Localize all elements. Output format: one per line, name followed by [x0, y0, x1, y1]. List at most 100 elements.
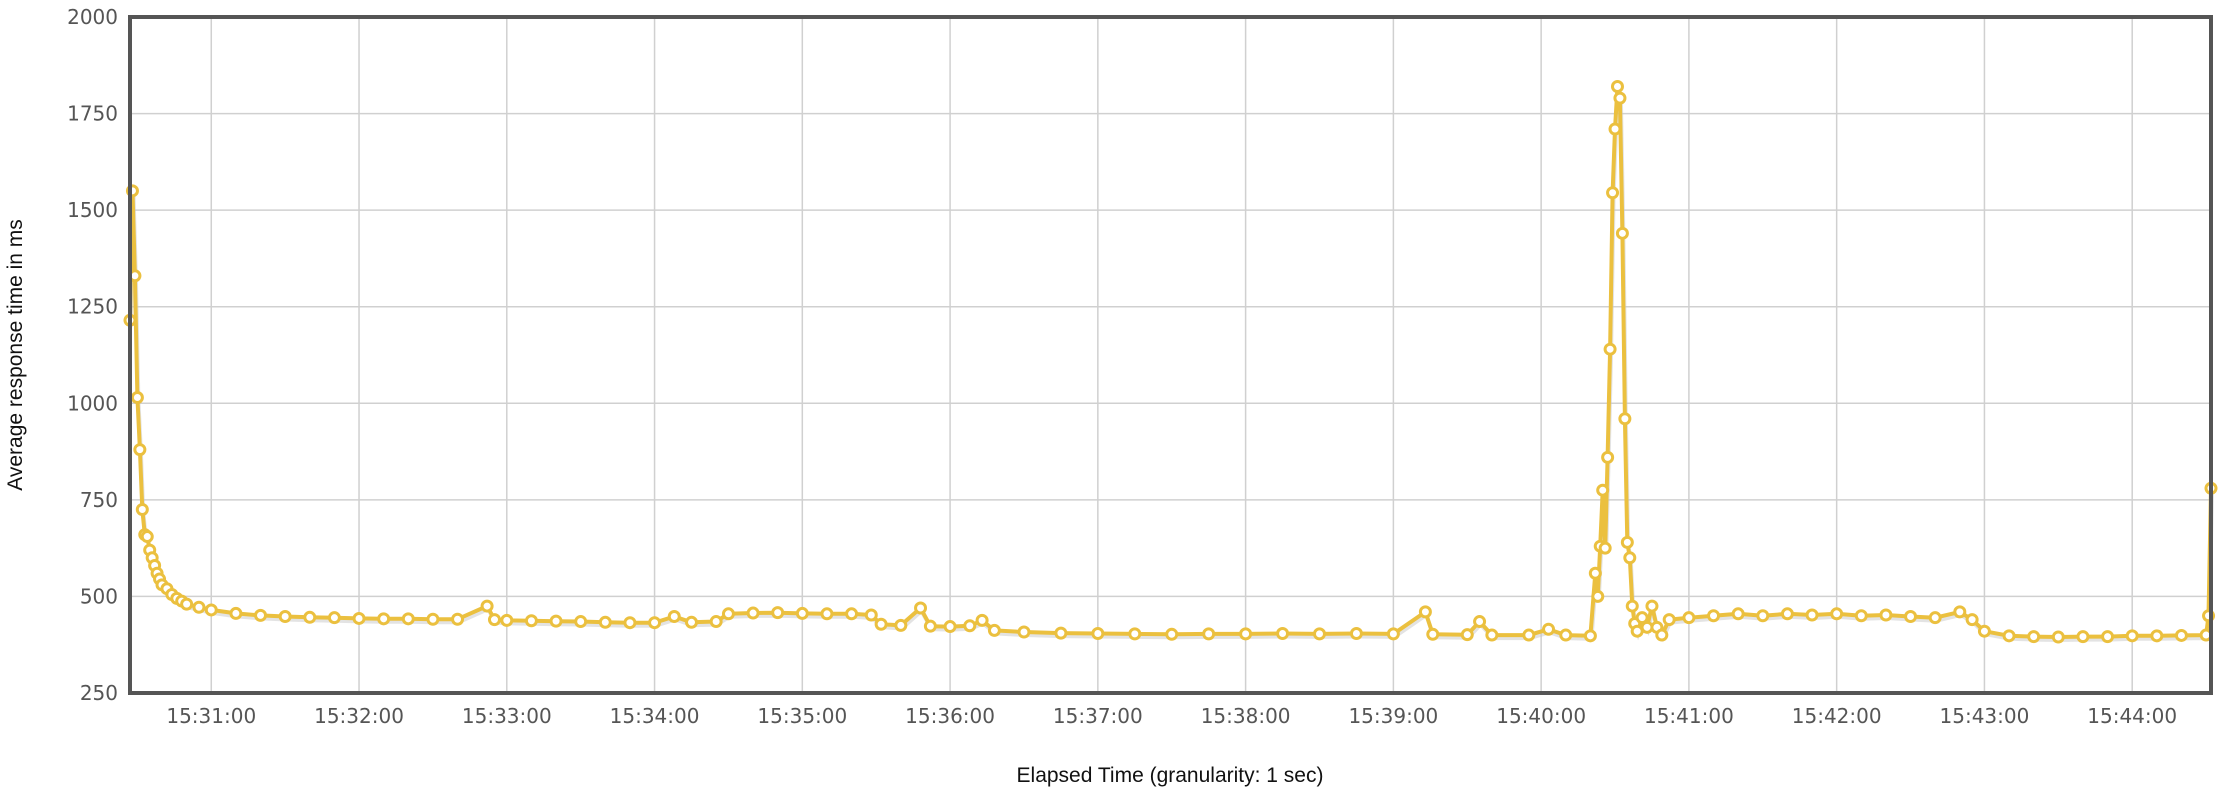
- data-point: [487, 613, 501, 627]
- y-tick-label: 2000: [67, 5, 118, 29]
- data-point: [1349, 627, 1363, 641]
- data-point: [943, 620, 957, 634]
- data-point: [1904, 610, 1918, 624]
- data-point: [1623, 551, 1637, 565]
- data-point: [1965, 613, 1979, 627]
- data-point: [1682, 611, 1696, 625]
- data-point: [1559, 628, 1573, 642]
- data-point: [1276, 627, 1290, 641]
- data-point: [598, 615, 612, 629]
- data-point: [1618, 412, 1632, 426]
- data-point: [1017, 625, 1031, 639]
- data-point: [1460, 628, 1474, 642]
- data-point: [1386, 627, 1400, 641]
- data-point: [1805, 608, 1819, 622]
- data-point: [2101, 630, 2115, 644]
- x-tick-label: 15:33:00: [462, 704, 552, 728]
- data-point: [648, 616, 662, 630]
- data-point: [1615, 226, 1629, 240]
- data-point: [1239, 627, 1253, 641]
- data-point: [1645, 599, 1659, 613]
- data-point: [1613, 91, 1627, 105]
- data-point: [1598, 541, 1612, 555]
- data-point: [721, 607, 735, 621]
- data-point: [820, 607, 834, 621]
- series: [123, 80, 2218, 644]
- data-point: [130, 390, 144, 404]
- data-point: [795, 606, 809, 620]
- data-point: [2051, 630, 2065, 644]
- data-point: [1953, 605, 1967, 619]
- y-tick-label: 250: [80, 681, 118, 705]
- y-tick-label: 750: [80, 488, 118, 512]
- x-axis-title: Elapsed Time (granularity: 1 sec): [1017, 764, 1324, 787]
- series-shadow: [129, 89, 2214, 643]
- data-point: [303, 610, 317, 624]
- data-point: [1426, 627, 1440, 641]
- data-point: [685, 615, 699, 629]
- data-point: [254, 608, 268, 622]
- data-point: [2125, 629, 2139, 643]
- data-point: [426, 612, 440, 626]
- data-point: [923, 619, 937, 633]
- plot-frame: [128, 15, 2213, 695]
- x-tick-label: 15:34:00: [610, 704, 700, 728]
- data-point: [401, 612, 415, 626]
- data-point: [1655, 628, 1669, 642]
- data-point: [1542, 622, 1556, 636]
- data-point: [524, 614, 538, 628]
- x-tick-label: 15:37:00: [1053, 704, 1143, 728]
- data-point: [771, 606, 785, 620]
- data-point: [377, 612, 391, 626]
- x-tick-label: 15:39:00: [1348, 704, 1438, 728]
- data-point: [574, 615, 588, 629]
- grid: [130, 16, 2211, 694]
- data-point: [1485, 628, 1499, 642]
- y-tick-label: 500: [80, 584, 118, 608]
- data-point: [894, 618, 908, 632]
- data-point: [1756, 609, 1770, 623]
- data-point: [1418, 605, 1432, 619]
- x-tick-label: 15:36:00: [905, 704, 995, 728]
- data-point: [451, 612, 465, 626]
- data-point: [1588, 566, 1602, 580]
- data-point: [1608, 122, 1622, 136]
- data-point: [1635, 611, 1649, 625]
- data-point: [874, 617, 888, 631]
- data-point: [1606, 186, 1620, 200]
- data-point: [135, 503, 149, 517]
- data-point: [500, 613, 514, 627]
- data-point: [1596, 483, 1610, 497]
- data-point: [1662, 613, 1676, 627]
- data-point: [1707, 609, 1721, 623]
- data-point: [192, 600, 206, 614]
- data-point: [204, 603, 218, 617]
- y-axis-title: Average response time in ms: [4, 219, 27, 491]
- data-point: [1202, 627, 1216, 641]
- y-tick-label: 1250: [67, 295, 118, 319]
- data-point: [1054, 626, 1068, 640]
- data-point: [1830, 607, 1844, 621]
- x-tick-label: 15:42:00: [1792, 704, 1882, 728]
- data-point: [1854, 609, 1868, 623]
- data-point: [2174, 628, 2188, 642]
- data-point: [352, 611, 366, 625]
- x-tick-label: 15:38:00: [1201, 704, 1291, 728]
- x-tick-labels: 15:31:00 15:32:00 15:33:00 15:34:00 15:35:00…: [166, 704, 2177, 728]
- data-point: [327, 611, 341, 625]
- data-point: [975, 613, 989, 627]
- series-line: [128, 84, 2213, 639]
- data-point: [1928, 611, 1942, 625]
- x-tick-label: 15:40:00: [1496, 704, 1586, 728]
- data-point: [667, 610, 681, 624]
- data-point: [1879, 608, 1893, 622]
- data-point: [845, 607, 859, 621]
- data-point: [1780, 607, 1794, 621]
- data-point: [1165, 627, 1179, 641]
- data-point: [1312, 627, 1326, 641]
- data-point: [278, 610, 292, 624]
- data-point: [709, 615, 723, 629]
- x-tick-label: 15:41:00: [1644, 704, 1734, 728]
- data-point: [180, 597, 194, 611]
